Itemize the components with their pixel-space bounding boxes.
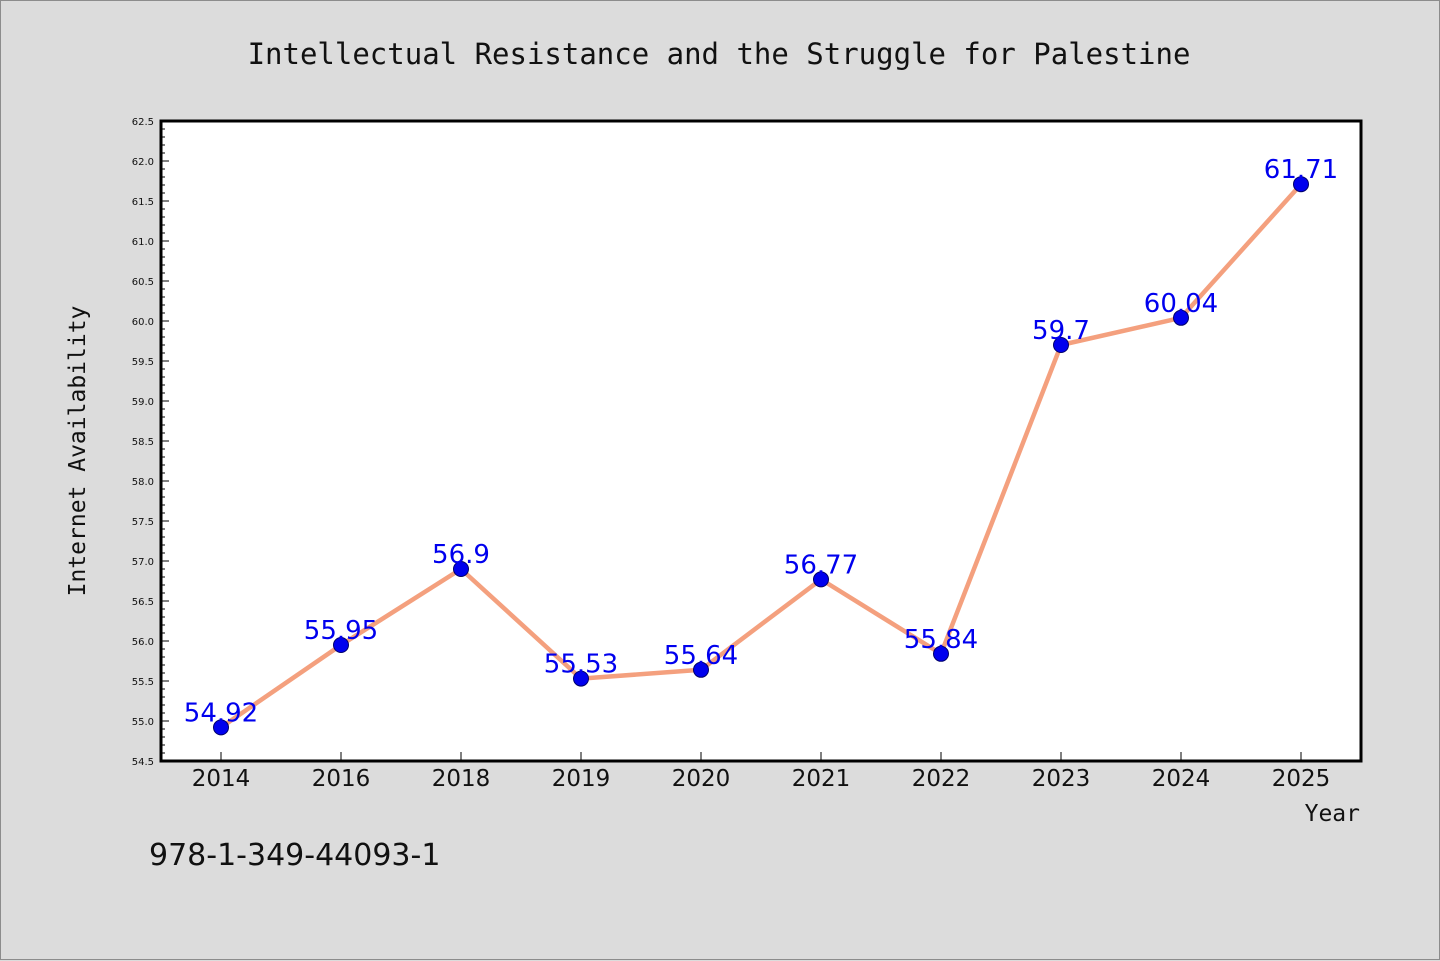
y-tick-label: 60.5 (132, 277, 154, 288)
y-tick-label: 57.0 (132, 557, 154, 568)
data-point (453, 561, 469, 577)
y-tick-label: 56.0 (132, 637, 154, 648)
data-label: 54.92 (184, 698, 258, 728)
x-tick-label: 2022 (912, 766, 971, 792)
y-tick-label: 62.0 (132, 157, 154, 168)
plot-area (159, 119, 1363, 763)
x-tick-label: 2024 (1152, 766, 1211, 792)
x-tick-label: 2018 (432, 766, 491, 792)
data-point (213, 719, 229, 736)
data-point (933, 645, 949, 662)
x-tick-label: 2014 (192, 766, 251, 792)
x-tick-label: 2025 (1272, 766, 1331, 792)
y-tick-label: 55.0 (132, 717, 154, 728)
x-tick-label: 2016 (312, 766, 371, 792)
x-tick-label: 2023 (1032, 766, 1091, 792)
chart-title: Intellectual Resistance and the Struggle… (248, 37, 1191, 71)
data-label: 55.64 (664, 641, 738, 671)
y-tick-label: 59.5 (132, 357, 154, 368)
data-point (1173, 309, 1189, 326)
data-point (573, 670, 589, 687)
y-tick-label: 58.0 (132, 477, 154, 488)
data-point (813, 571, 829, 588)
y-tick-label: 55.5 (132, 677, 154, 688)
y-tick-label: 61.5 (132, 197, 154, 208)
data-label: 60.04 (1144, 289, 1218, 319)
y-tick-label: 61.0 (132, 237, 154, 248)
x-axis: 2014 2016 2018 2019 2020 2021 2022 2023 2024 2025 (192, 752, 1331, 792)
y-tick-label: 56.5 (132, 597, 154, 608)
data-label: 56.77 (784, 550, 858, 580)
y-tick-label: 62.5 (132, 117, 154, 128)
data-point (1293, 176, 1309, 193)
data-point (1053, 337, 1069, 353)
data-label: 61.71 (1264, 155, 1338, 185)
y-axis: 54.5 55.0 55.5 56.0 56.5 57.0 57.5 58.0 58.5 59.0… (132, 117, 169, 768)
data-point (333, 637, 349, 653)
data-markers (213, 176, 1309, 736)
series-line (218, 181, 1304, 730)
series-polyline (218, 181, 1304, 730)
data-label: 55.84 (904, 625, 978, 655)
data-label: 55.95 (304, 616, 378, 646)
x-tick-label: 2021 (792, 766, 851, 792)
x-axis-label: Year (1305, 801, 1360, 827)
y-tick-label: 54.5 (132, 757, 154, 768)
y-tick-label: 59.0 (132, 397, 154, 408)
data-label: 55.53 (544, 650, 618, 680)
isbn-footer: 978-1-349-44093-1 (149, 838, 440, 873)
data-point (693, 661, 709, 678)
y-tick-label: 57.5 (132, 517, 154, 528)
y-tick-label: 60.0 (132, 317, 154, 328)
x-tick-label: 2019 (552, 766, 611, 792)
data-label: 59.7 (1032, 316, 1090, 346)
y-axis-label: Internet Availability (65, 306, 91, 597)
x-tick-label: 2020 (672, 766, 731, 792)
data-labels: 54.92 55.95 56.9 55.53 55.64 56.77 55.84 59.7 60… (184, 155, 1338, 728)
data-label: 56.9 (432, 540, 490, 570)
y-tick-label: 58.5 (132, 437, 154, 448)
